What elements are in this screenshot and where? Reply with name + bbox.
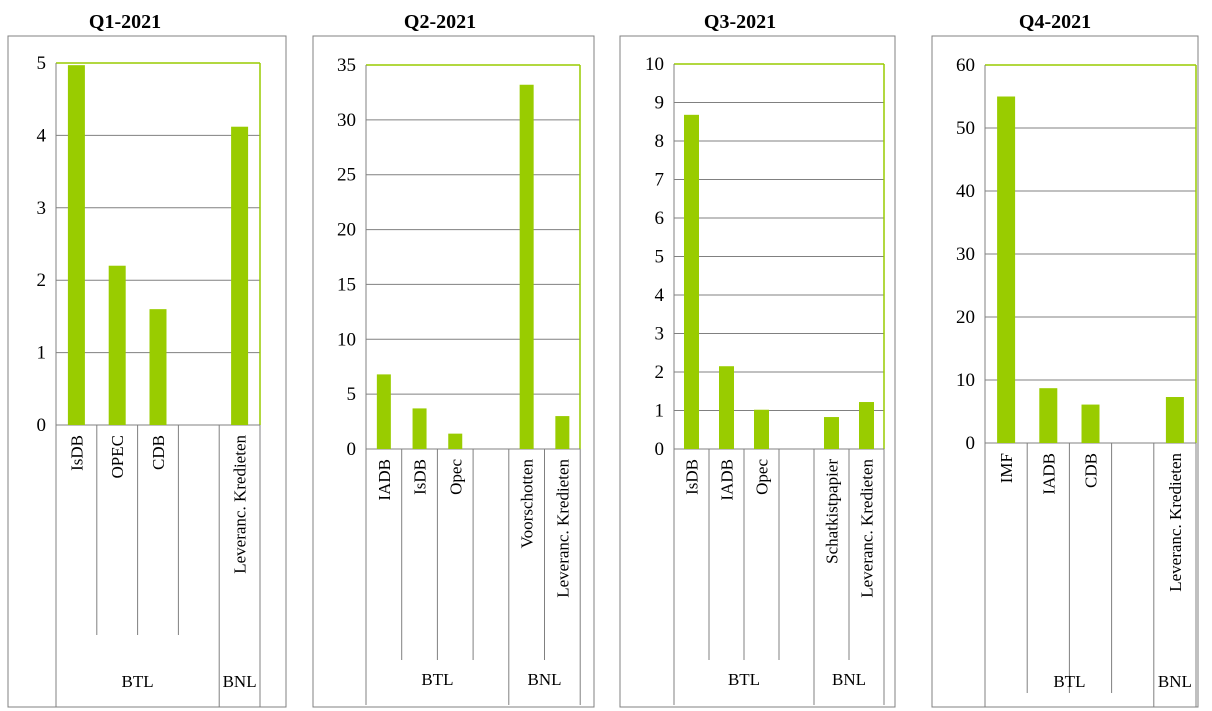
y-tick-label: 30 (956, 244, 975, 265)
bar-isdb (67, 65, 85, 425)
y-tick-label: 9 (655, 93, 665, 114)
bar-iadb (719, 366, 734, 449)
bar-schatkistpapier (824, 417, 839, 449)
bar-leveranc-kredieten (1165, 397, 1184, 443)
y-tick-label: 1 (37, 343, 47, 364)
group-label-btl: BTL (728, 670, 760, 689)
category-label: Leveranc. Kredieten (1166, 453, 1185, 592)
group-label-btl: BTL (1053, 672, 1085, 691)
chart-border (312, 35, 595, 708)
group-label-bnl: BNL (832, 670, 866, 689)
y-tick-label: 15 (337, 274, 356, 295)
bar-opec (448, 433, 463, 449)
bar-cdb (1081, 404, 1100, 443)
y-tick-label: 10 (956, 370, 975, 391)
y-tick-label: 4 (655, 285, 665, 306)
y-tick-label: 6 (655, 208, 665, 229)
y-tick-label: 25 (337, 165, 356, 186)
category-label: Voorschotten (518, 459, 537, 549)
y-tick-label: 4 (37, 125, 47, 146)
y-tick-label: 8 (655, 131, 665, 152)
y-tick-label: 2 (655, 362, 665, 383)
chart-title: Q3-2021 (704, 11, 776, 33)
y-tick-label: 60 (956, 55, 975, 76)
group-label-bnl: BNL (223, 672, 257, 691)
category-label: CDB (1082, 453, 1101, 488)
y-tick-label: 20 (956, 307, 975, 328)
bar-leveranc-kredieten (555, 416, 570, 449)
y-tick-label: 3 (37, 198, 47, 219)
y-tick-label: 35 (337, 55, 356, 76)
y-tick-label: 0 (347, 439, 357, 460)
chart-panel-4: Q4-2021 0 10 20 30 40 50 60 IMF IADB CDB Leveranc. … (931, 11, 1199, 708)
y-tick-label: 0 (966, 433, 976, 454)
category-label: IADB (718, 459, 737, 501)
category-label: IsDB (67, 435, 86, 471)
chart-panel-2: Q2-2021 0 5 10 15 20 25 30 35 IADB IsDB Opec Voorsch… (312, 11, 595, 708)
bar-opec (108, 265, 126, 425)
chart-title: Q4-2021 (1019, 11, 1091, 33)
category-label: OPEC (108, 435, 127, 478)
bar-opec (754, 409, 769, 449)
chart-border (619, 35, 896, 708)
y-tick-label: 0 (37, 415, 47, 436)
category-label: Leveranc. Kredieten (858, 459, 877, 598)
y-tick-label: 5 (37, 53, 47, 74)
category-label: Schatkistpapier (823, 459, 842, 564)
group-label-btl: BTL (122, 672, 154, 691)
category-label: Opec (446, 459, 465, 495)
y-tick-label: 2 (37, 270, 47, 291)
bar-leveranc-kredieten (859, 402, 874, 449)
category-label: IADB (375, 459, 394, 501)
chart-panel-1: Q1-2021 0 1 2 3 4 5 IsDB OPEC CDB Leveranc. Kredie… (7, 11, 287, 708)
chart-panel-3: Q3-2021 0 1 2 3 4 5 6 7 8 9 10 IsDB IADB Opec Schatkist… (619, 11, 896, 708)
bar-leveranc-kredieten (231, 126, 249, 425)
y-tick-label: 10 (645, 54, 664, 75)
y-tick-label: 10 (337, 329, 356, 350)
y-tick-label: 5 (655, 247, 665, 268)
category-label: Leveranc. Kredieten (553, 459, 572, 598)
category-label: IADB (1039, 453, 1058, 495)
category-label: Opec (753, 459, 772, 495)
y-tick-label: 7 (655, 170, 665, 191)
category-label: IsDB (683, 459, 702, 495)
bar-isdb (684, 114, 699, 449)
y-tick-label: 0 (655, 439, 665, 460)
bar-iadb (1039, 388, 1058, 443)
category-label: IMF (997, 453, 1016, 483)
bar-cdb (149, 309, 167, 425)
category-label: CDB (149, 435, 168, 470)
y-tick-label: 1 (655, 401, 665, 422)
chart-border (931, 35, 1199, 708)
group-label-btl: BTL (421, 670, 453, 689)
y-tick-label: 50 (956, 118, 975, 139)
category-label: IsDB (411, 459, 430, 495)
chart-title: Q2-2021 (404, 11, 476, 33)
y-tick-label: 5 (347, 384, 357, 405)
y-tick-label: 20 (337, 220, 356, 241)
chart-border (7, 35, 287, 708)
chart-title: Q1-2021 (89, 11, 161, 33)
group-label-bnl: BNL (1158, 672, 1192, 691)
y-tick-label: 3 (655, 324, 665, 345)
category-label: Leveranc. Kredieten (231, 435, 250, 574)
y-tick-label: 30 (337, 110, 356, 131)
bar-iadb (376, 374, 391, 449)
bar-imf (997, 96, 1016, 443)
y-tick-label: 40 (956, 181, 975, 202)
group-label-bnl: BNL (528, 670, 562, 689)
bar-voorschotten (519, 84, 534, 450)
bar-isdb (412, 408, 427, 449)
